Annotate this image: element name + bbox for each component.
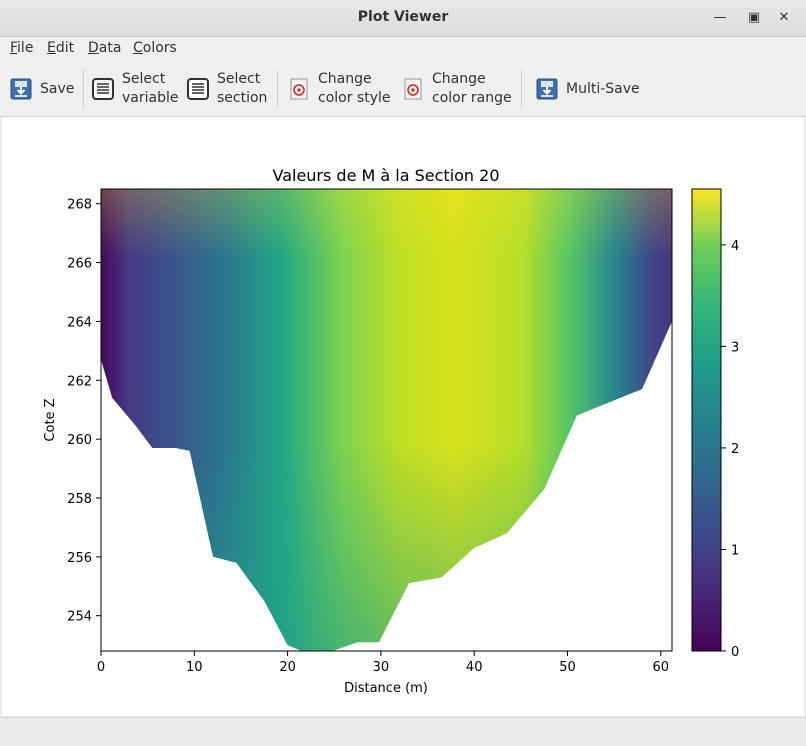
multi-save-button[interactable]: Multi-Save: [536, 62, 640, 116]
y-axis: 254 256 258 260 262 264 266 268: [67, 198, 101, 625]
x-tick-label: 40: [466, 660, 483, 675]
menu-file[interactable]: File: [10, 40, 34, 56]
change-color-range-button[interactable]: Change color range: [402, 62, 512, 116]
select-variable-label: Select variable: [122, 71, 179, 106]
colorbar-tick-label: 4: [731, 239, 739, 254]
x-tick-label: 10: [186, 660, 203, 675]
palette-icon: [404, 78, 422, 100]
minimize-icon[interactable]: —: [713, 10, 727, 25]
close-icon[interactable]: ✕: [778, 10, 790, 25]
toolbar: Save Select variable Select section Chan…: [0, 62, 806, 117]
y-axis-label: Cote Z: [43, 398, 58, 441]
x-tick-label: 0: [97, 660, 105, 675]
y-tick-label: 266: [67, 257, 92, 272]
heatmap-chart: Valeurs de M à la Section 20 0 10 20 30 40 50…: [43, 166, 739, 696]
maximize-icon[interactable]: ▣: [747, 10, 761, 25]
change-color-style-label: Change color style: [318, 71, 391, 106]
y-tick-label: 256: [67, 551, 92, 566]
status-bar: [0, 717, 806, 746]
x-axis-label: Distance (m): [344, 681, 428, 696]
y-tick-label: 264: [67, 315, 92, 330]
palette-icon: [290, 78, 308, 100]
y-tick-label: 262: [67, 374, 92, 389]
save-button[interactable]: Save: [10, 62, 74, 116]
chart-title: Valeurs de M à la Section 20: [272, 166, 499, 185]
toolbar-separator: [83, 70, 84, 108]
menu-bar: File Edit Data Colors: [0, 37, 806, 61]
colorbar: [691, 188, 722, 652]
select-section-label: Select section: [217, 71, 268, 106]
x-tick-label: 20: [279, 660, 296, 675]
plot-canvas[interactable]: Valeurs de M à la Section 20 0 10 20 30 40 50…: [2, 117, 804, 716]
y-tick-label: 258: [67, 492, 92, 507]
y-tick-label: 260: [67, 433, 92, 448]
save-icon: [536, 78, 558, 100]
list-icon: [187, 78, 209, 100]
plot-frame: [100, 188, 673, 652]
list-icon: [92, 78, 114, 100]
change-color-range-label: Change color range: [432, 71, 512, 106]
toolbar-separator: [521, 70, 522, 108]
y-tick-label: 254: [67, 610, 92, 625]
heatmap-field: [101, 189, 672, 651]
save-icon: [10, 78, 32, 100]
y-tick-label: 268: [67, 198, 92, 213]
menu-edit[interactable]: Edit: [47, 40, 75, 56]
select-variable-button[interactable]: Select variable: [92, 62, 178, 116]
colorbar-tick-label: 1: [731, 543, 739, 558]
x-tick-label: 30: [373, 660, 390, 675]
menu-colors[interactable]: Colors: [133, 40, 177, 56]
multi-save-label: Multi-Save: [566, 80, 640, 97]
save-label: Save: [40, 80, 75, 97]
x-tick-label: 60: [653, 660, 670, 675]
change-color-style-button[interactable]: Change color style: [288, 62, 391, 116]
x-tick-label: 50: [559, 660, 576, 675]
window-title: Plot Viewer: [357, 9, 449, 25]
select-section-button[interactable]: Select section: [187, 62, 267, 116]
colorbar-tick-label: 2: [731, 442, 739, 457]
menu-data[interactable]: Data: [88, 40, 122, 56]
x-axis: 0 10 20 30 40 50 60: [97, 651, 669, 675]
colorbar-ticks: 0 1 2 3 4: [721, 239, 739, 660]
colorbar-tick-label: 0: [731, 645, 739, 660]
colorbar-tick-label: 3: [731, 340, 739, 355]
toolbar-separator: [277, 70, 278, 108]
title-bar: Plot Viewer — ▣ ✕: [0, 0, 806, 37]
